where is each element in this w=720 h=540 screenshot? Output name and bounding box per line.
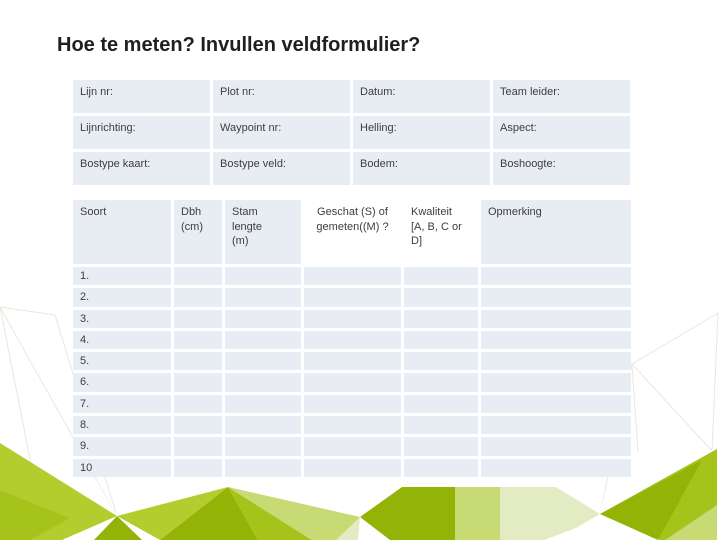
info-cell: Bodem:	[353, 152, 490, 185]
empty-entry-cell	[304, 437, 401, 456]
empty-entry-cell	[174, 288, 222, 307]
tree-measurement-table: Soort Dbh (cm) Stam lengte (m) Geschat (S) …	[73, 200, 631, 477]
info-cell: Bostype kaart:	[73, 152, 210, 185]
empty-entry-cell	[481, 458, 631, 477]
facet-mountain-left	[0, 443, 142, 540]
empty-entry-cell	[404, 309, 478, 328]
measurement-header-cell: Geschat (S) of gemeten((M) ?	[304, 200, 401, 264]
info-cell: Datum:	[353, 80, 490, 113]
info-cell: Plot nr:	[213, 80, 350, 113]
measurement-header-cell: Kwaliteit [A, B, C or D]	[404, 200, 478, 264]
info-cell: Helling:	[353, 116, 490, 149]
row-number-cell: 8.	[73, 416, 171, 435]
facet-mountain-3	[360, 487, 600, 540]
row-number-cell: 9.	[73, 437, 171, 456]
empty-entry-cell	[225, 267, 301, 286]
empty-entry-cell	[481, 437, 631, 456]
plot-info-table: Lijn nr: Plot nr: Datum: Team leider: Lijnri…	[73, 80, 630, 185]
row-number-cell: 4.	[73, 330, 171, 350]
fan-rays	[94, 465, 623, 518]
info-cell: Aspect:	[493, 116, 630, 149]
empty-entry-cell	[174, 373, 222, 392]
empty-entry-cell	[225, 288, 301, 307]
empty-entry-cell	[404, 352, 478, 371]
row-number-cell: 1.	[73, 267, 171, 286]
empty-entry-cell	[481, 394, 631, 414]
empty-entry-cell	[304, 330, 401, 350]
empty-entry-cell	[304, 373, 401, 392]
empty-entry-cell	[404, 288, 478, 307]
facet-mountain-right	[600, 449, 717, 540]
measurement-header-cell: Opmerking	[481, 200, 631, 264]
empty-entry-cell	[304, 416, 401, 435]
empty-entry-cell	[404, 394, 478, 414]
empty-entry-cell	[481, 309, 631, 328]
empty-entry-cell	[225, 309, 301, 328]
empty-entry-cell	[225, 394, 301, 414]
info-cell: Bostype veld:	[213, 152, 350, 185]
empty-entry-cell	[304, 352, 401, 371]
empty-entry-cell	[174, 416, 222, 435]
empty-entry-cell	[481, 288, 631, 307]
empty-entry-cell	[481, 267, 631, 286]
info-cell: Lijnrichting:	[73, 116, 210, 149]
empty-entry-cell	[225, 352, 301, 371]
empty-entry-cell	[481, 416, 631, 435]
empty-entry-cell	[174, 330, 222, 350]
info-cell: Boshoogte:	[493, 152, 630, 185]
row-number-cell: 7.	[73, 394, 171, 414]
row-number-cell: 3.	[73, 309, 171, 328]
row-number-cell: 6.	[73, 373, 171, 392]
empty-entry-cell	[225, 373, 301, 392]
empty-entry-cell	[174, 352, 222, 371]
slide-title: Hoe te meten? Invullen veldformulier?	[57, 34, 421, 56]
measurement-header-cell: Soort	[73, 200, 171, 264]
row-number-cell: 10	[73, 458, 171, 477]
row-number-cell: 5.	[73, 352, 171, 371]
empty-entry-cell	[174, 458, 222, 477]
facet-mountain-2	[117, 487, 360, 540]
info-cell: Lijn nr:	[73, 80, 210, 113]
empty-entry-cell	[225, 437, 301, 456]
info-cell: Team leider:	[493, 80, 630, 113]
empty-entry-cell	[304, 458, 401, 477]
empty-entry-cell	[404, 373, 478, 392]
empty-entry-cell	[225, 458, 301, 477]
empty-entry-cell	[304, 288, 401, 307]
empty-entry-cell	[174, 394, 222, 414]
empty-entry-cell	[404, 267, 478, 286]
empty-entry-cell	[481, 373, 631, 392]
empty-entry-cell	[174, 267, 222, 286]
empty-entry-cell	[225, 416, 301, 435]
tree-measurement-grid: Soort Dbh (cm) Stam lengte (m) Geschat (S) …	[73, 200, 631, 477]
info-cell: Waypoint nr:	[213, 116, 350, 149]
empty-entry-cell	[404, 330, 478, 350]
measurement-header-cell: Dbh (cm)	[174, 200, 222, 264]
empty-entry-cell	[481, 330, 631, 350]
plot-info-grid: Lijn nr: Plot nr: Datum: Team leider: Lijnri…	[73, 80, 630, 185]
empty-entry-cell	[304, 309, 401, 328]
row-number-cell: 2.	[73, 288, 171, 307]
empty-entry-cell	[481, 352, 631, 371]
empty-entry-cell	[174, 309, 222, 328]
empty-entry-cell	[304, 394, 401, 414]
empty-entry-cell	[404, 458, 478, 477]
empty-entry-cell	[404, 437, 478, 456]
empty-entry-cell	[225, 330, 301, 350]
empty-entry-cell	[174, 437, 222, 456]
measurement-header-cell: Stam lengte (m)	[225, 200, 301, 264]
empty-entry-cell	[404, 416, 478, 435]
empty-entry-cell	[304, 267, 401, 286]
